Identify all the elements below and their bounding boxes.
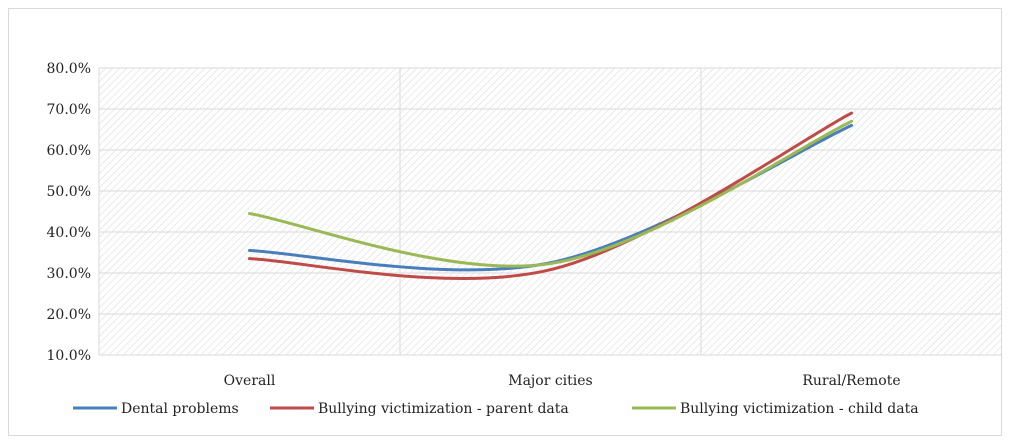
- line-chart: 10.0% 20.0% 30.0% 40.0% 50.0% 60.0% 70.0% 80.0%…: [47, 61, 1003, 417]
- legend-label-2: Bullying victimization - child data: [680, 401, 919, 417]
- y-tick-label: 80.0%: [47, 61, 91, 77]
- legend-label-1: Bullying victimization - parent data: [318, 401, 569, 417]
- y-tick-label: 60.0%: [47, 143, 91, 159]
- series-line-1: [248, 111, 853, 280]
- x-tick-label: Overall: [224, 373, 276, 389]
- chart-frame: 10.0% 20.0% 30.0% 40.0% 50.0% 60.0% 70.0% 80.0%…: [8, 8, 1003, 436]
- series-line-2: [248, 119, 853, 268]
- x-tick-label: Rural/Remote: [802, 373, 900, 389]
- y-tick-label: 20.0%: [47, 307, 91, 323]
- series-lines: [248, 111, 853, 280]
- x-tick-label: Major cities: [508, 373, 593, 389]
- legend-label-0: Dental problems: [121, 401, 239, 417]
- legend: Dental problems Bullying victimization - …: [73, 401, 919, 417]
- axes: 10.0% 20.0% 30.0% 40.0% 50.0% 60.0% 70.0% 80.0%…: [47, 61, 901, 389]
- y-tick-label: 30.0%: [47, 266, 91, 282]
- y-tick-label: 70.0%: [47, 102, 91, 118]
- plot-area: [99, 68, 1002, 355]
- y-tick-label: 40.0%: [47, 225, 91, 241]
- y-tick-label: 10.0%: [47, 348, 91, 364]
- y-tick-label: 50.0%: [47, 184, 91, 200]
